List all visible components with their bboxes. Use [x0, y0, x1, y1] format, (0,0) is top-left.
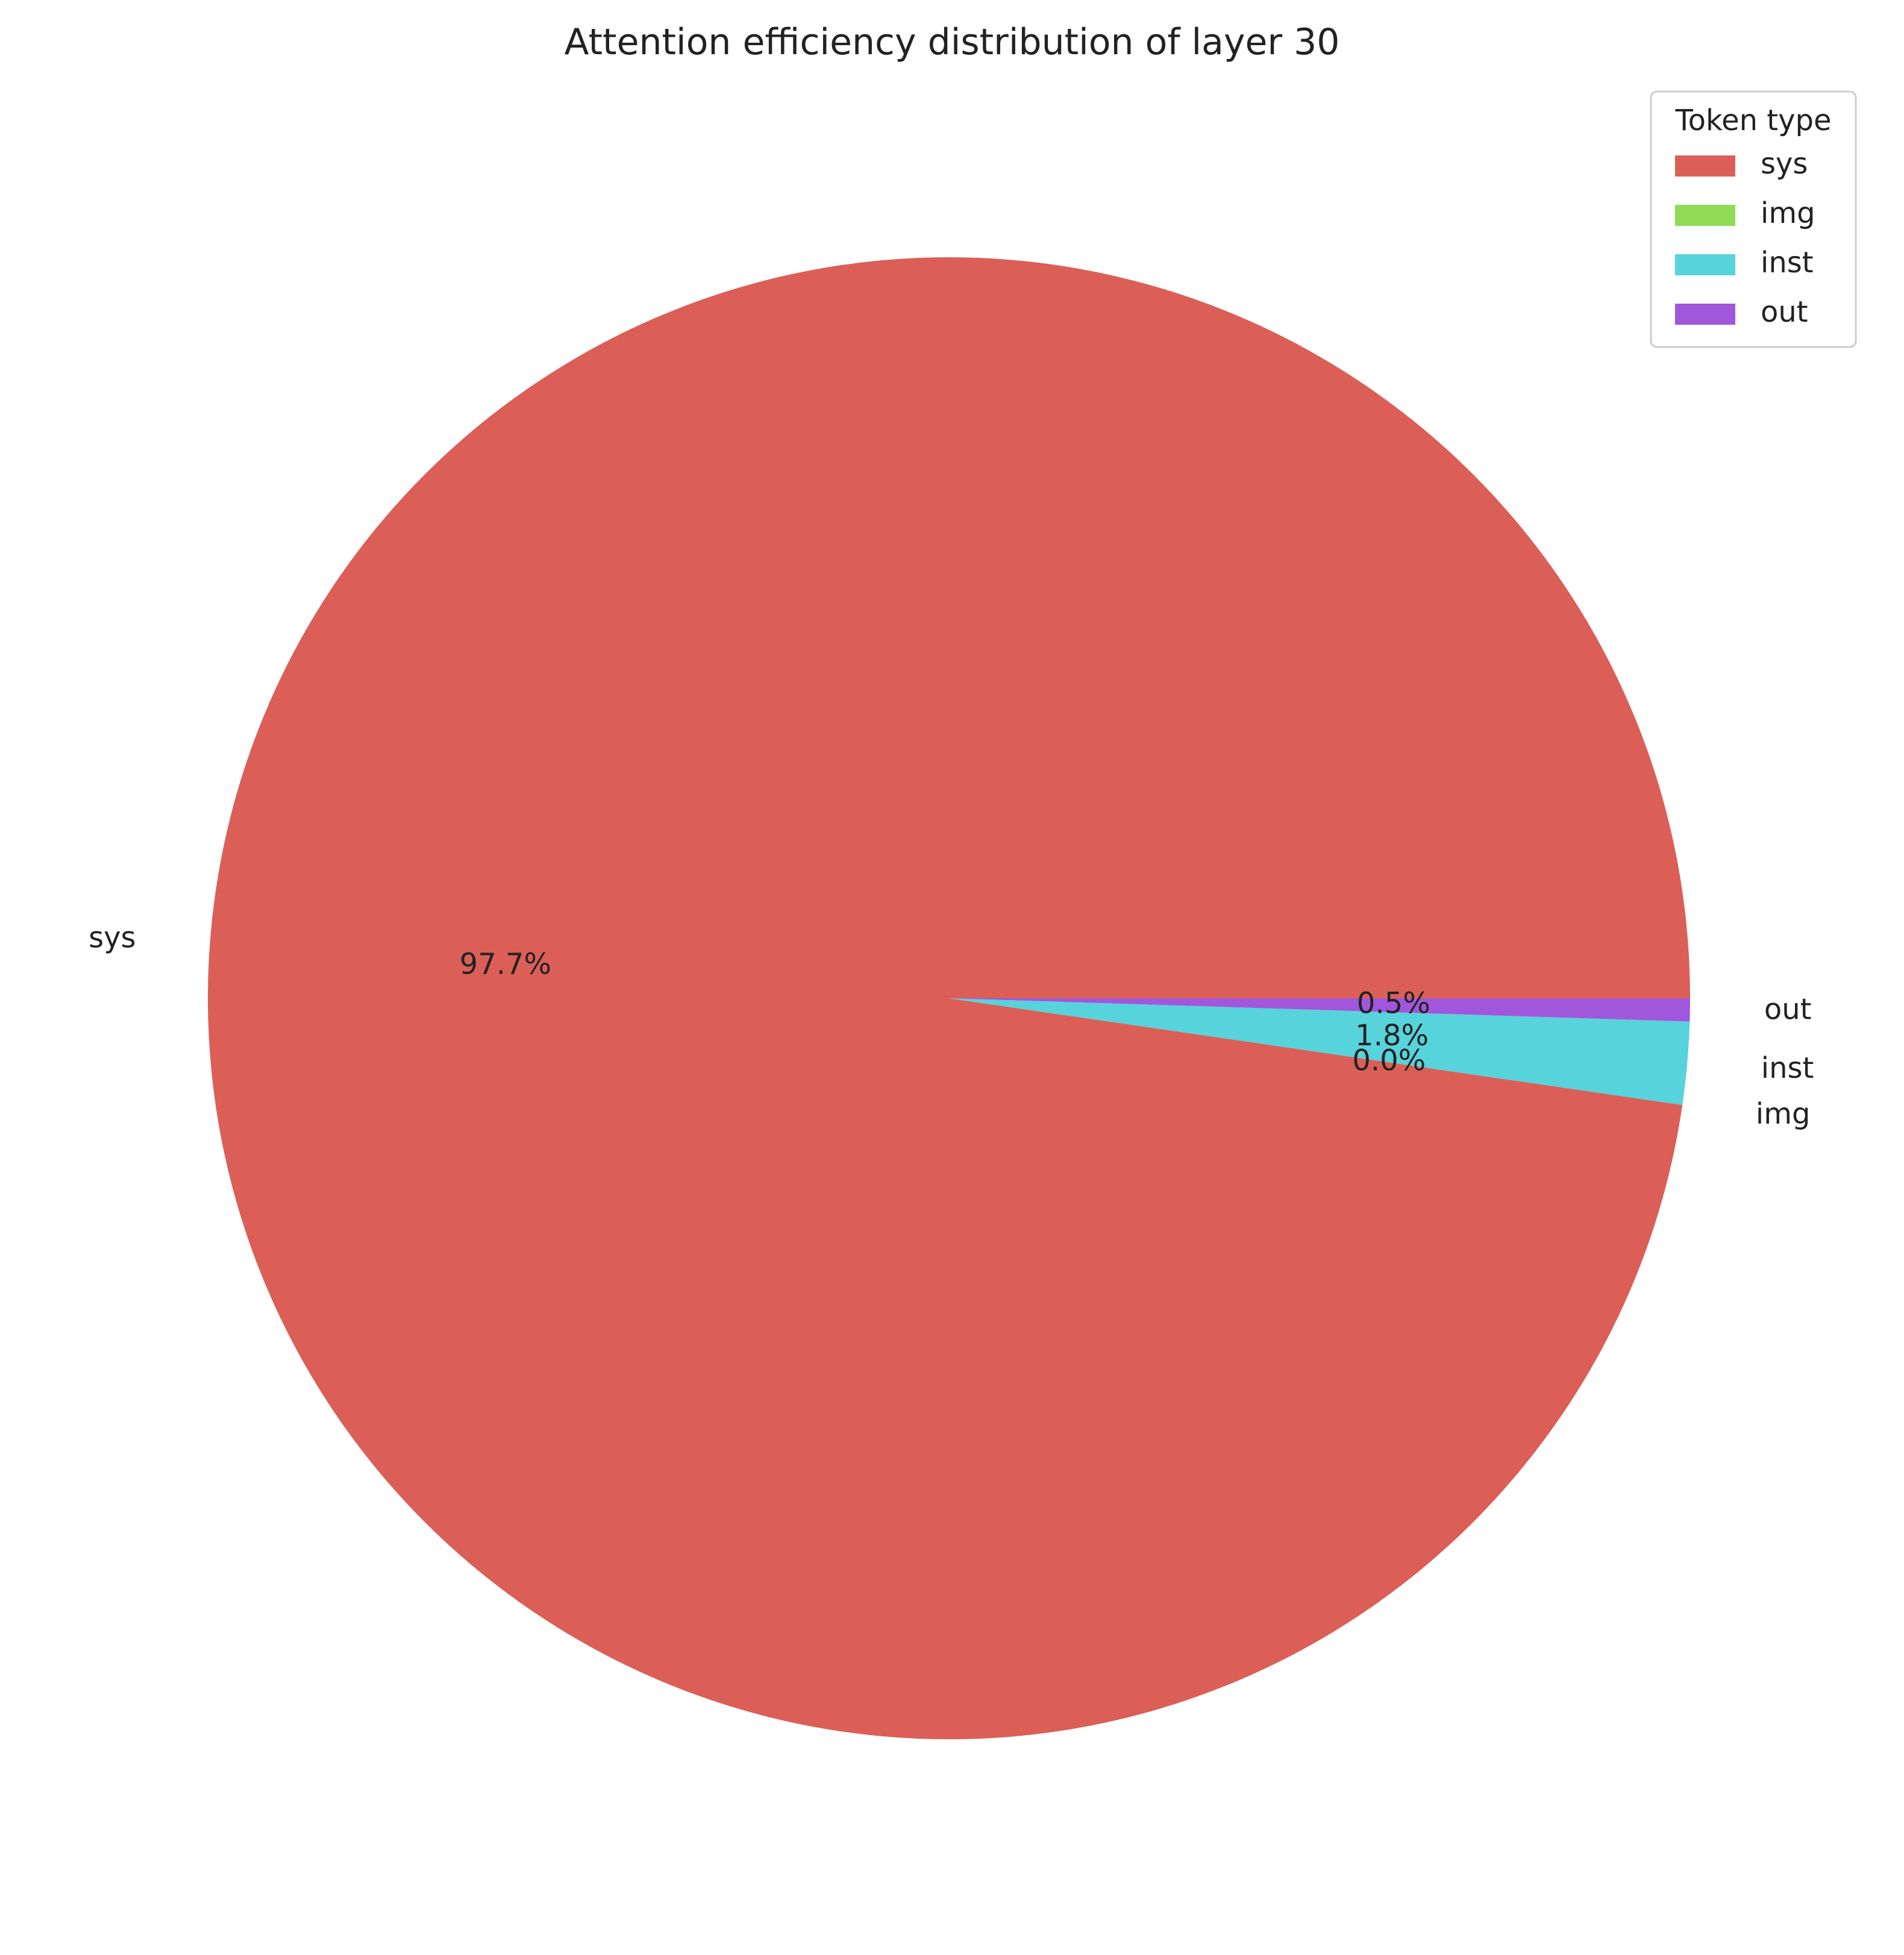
legend-label-inst: inst: [1761, 246, 1814, 280]
pie-slices: [207, 257, 1690, 1739]
slice-label-out: out: [1764, 992, 1812, 1026]
slice-label-sys: sys: [89, 921, 136, 954]
legend-swatch-inst: [1675, 254, 1735, 275]
chart-title: Attention efficiency distribution of lay…: [565, 21, 1340, 63]
slice-label-inst: inst: [1761, 1051, 1814, 1085]
legend-swatch-sys: [1675, 155, 1735, 177]
legend-swatch-img: [1675, 205, 1735, 226]
pie-slice-out: [949, 998, 1690, 1022]
legend-swatch-out: [1675, 304, 1735, 325]
legend-items: sys img inst out: [1675, 147, 1815, 329]
slice-percent-inst: 1.8%: [1355, 1019, 1429, 1053]
slice-percent-out: 0.5%: [1357, 987, 1430, 1021]
legend-label-img: img: [1761, 196, 1815, 230]
slice-percent-sys: 97.7%: [460, 948, 551, 981]
slice-labels: sys img inst out: [89, 921, 1814, 1131]
slice-label-img: img: [1756, 1097, 1811, 1131]
legend-label-out: out: [1761, 295, 1808, 329]
slice-percent-labels: 97.7% 0.0%1.8%0.5%: [460, 948, 1430, 1078]
pie-slice-inst: [949, 998, 1690, 1106]
pie-slice-sys: [207, 257, 1690, 1739]
legend: Token type sys img inst out: [1650, 90, 1857, 348]
legend-title: Token type: [1674, 104, 1831, 137]
legend-label-sys: sys: [1761, 147, 1808, 181]
slice-percent-img: 0.0%: [1352, 1043, 1426, 1077]
